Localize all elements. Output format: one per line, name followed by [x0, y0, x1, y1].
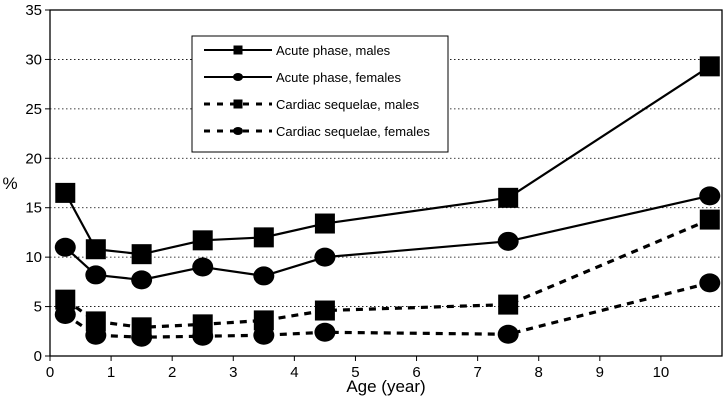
- series-2-point-3: [131, 270, 153, 290]
- x-tick-label-0: 0: [46, 364, 54, 381]
- series-2-point-6: [314, 247, 336, 267]
- series-1-point-1: [55, 182, 76, 203]
- series-4: [54, 273, 721, 347]
- legend-label-4: Cardiac sequelae, females: [276, 124, 430, 139]
- x-tick-label-10: 10: [653, 364, 670, 381]
- y-tick-label-5: 5: [34, 299, 42, 316]
- series-4-point-5: [253, 325, 275, 345]
- legend-marker-3: [233, 99, 243, 109]
- series-1-point-3: [131, 244, 152, 265]
- y-tick-label-20: 20: [25, 150, 42, 167]
- series-1: [55, 56, 720, 265]
- series-4-point-6: [314, 322, 336, 342]
- legend-label-2: Acute phase, females: [276, 70, 402, 85]
- series-4-point-7: [497, 324, 519, 344]
- legend-entry-3: Cardiac sequelae, males: [204, 97, 420, 112]
- series-1-point-4: [192, 230, 213, 251]
- plot-frame: [49, 9, 723, 357]
- legend-entry-2: Acute phase, females: [204, 70, 402, 85]
- series-2-point-4: [192, 257, 214, 277]
- y-tick-label-25: 25: [25, 101, 42, 118]
- series-3-point-5: [253, 310, 274, 331]
- series-1-point-5: [253, 227, 274, 248]
- series-2-line: [64, 194, 711, 281]
- series-1-point-2: [85, 239, 106, 260]
- series-4-point-2: [85, 325, 107, 345]
- legend: Acute phase, males Acute phase, females Ca…: [191, 35, 449, 153]
- legend-entry-1: Acute phase, males: [204, 43, 391, 58]
- y-tick-label-15: 15: [25, 200, 42, 217]
- series-2-point-8: [699, 186, 721, 206]
- x-tick-label-9: 9: [596, 364, 604, 381]
- series-3-line: [64, 218, 711, 329]
- legend-marker-2: [233, 73, 243, 81]
- series-2-point-1: [54, 237, 76, 257]
- series-1-point-8: [699, 56, 720, 77]
- y-axis-title: %: [2, 174, 17, 193]
- series-4-point-4: [192, 326, 214, 346]
- series-2-point-7: [497, 231, 519, 251]
- x-tick-label-8: 8: [535, 364, 543, 381]
- series-1-point-6: [314, 213, 335, 234]
- x-tick-label-4: 4: [290, 364, 298, 381]
- x-tick-label-7: 7: [473, 364, 481, 381]
- series-2-point-5: [253, 266, 275, 286]
- series-3-point-8: [699, 209, 720, 230]
- series-3: [55, 209, 720, 338]
- x-axis-title: Age (year): [346, 377, 425, 396]
- series-2-point-2: [85, 265, 107, 285]
- y-tick-label-10: 10: [25, 249, 42, 266]
- y-tick-label-0: 0: [34, 348, 42, 365]
- x-tick-label-1: 1: [107, 364, 115, 381]
- legend-label-1: Acute phase, males: [276, 43, 391, 58]
- legend-entry-4: Cardiac sequelae, females: [204, 124, 430, 139]
- x-tick-label-6: 6: [412, 364, 420, 381]
- x-tick-label-2: 2: [168, 364, 176, 381]
- x-tick-label-3: 3: [229, 364, 237, 381]
- axes: [45, 9, 723, 361]
- series-layer: [54, 56, 721, 347]
- y-tick-label-30: 30: [25, 51, 42, 68]
- series-3-point-6: [314, 300, 335, 321]
- series-3-point-2: [85, 311, 106, 332]
- series-3-point-1: [55, 289, 76, 310]
- series-4-point-3: [131, 327, 153, 347]
- series-1-point-7: [498, 187, 519, 208]
- y-tick-label-35: 35: [25, 2, 42, 19]
- series-4-point-8: [699, 273, 721, 293]
- x-tick-label-5: 5: [351, 364, 359, 381]
- tick-labels: 0 5 10 15 20 25 30 35 0 1 2 3 4 5 6 7 8 9 10: [25, 2, 669, 381]
- legend-marker-4: [233, 127, 243, 135]
- series-4-point-1: [54, 304, 76, 324]
- series-3-point-7: [498, 294, 519, 315]
- legend-label-3: Cardiac sequelae, males: [276, 97, 420, 112]
- legend-marker-1: [233, 45, 243, 55]
- series-2: [54, 186, 721, 290]
